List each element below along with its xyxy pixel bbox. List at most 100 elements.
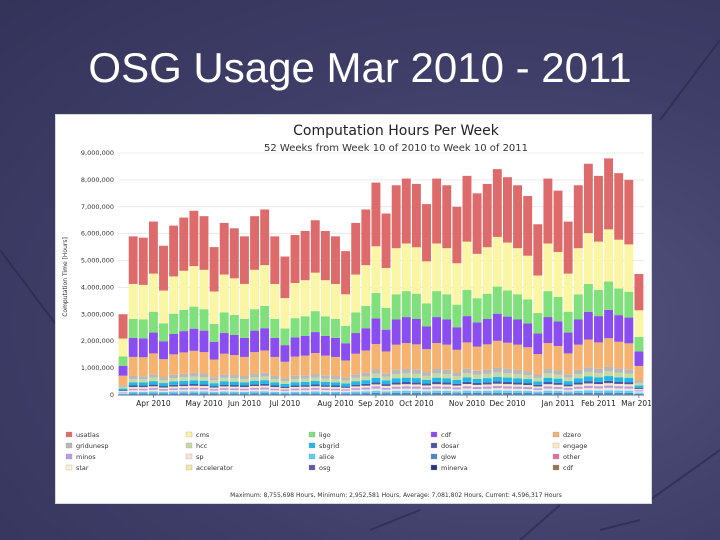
bar-segment-glow [573, 392, 583, 395]
week-bar [462, 175, 472, 395]
bar-segment-sp [118, 392, 128, 394]
bar-segment-ligo [462, 289, 472, 317]
bar-segment-gridunesp [280, 378, 290, 382]
bar-segment-dzero [280, 361, 290, 379]
bar-segment-gridunesp [543, 369, 553, 374]
bar-segment-gridunesp [148, 374, 158, 378]
bar-segment-cms [159, 290, 168, 324]
x-tick-label: Apr 2010 [136, 399, 171, 408]
legend-swatch [430, 431, 438, 438]
bar-segment-cms [320, 280, 330, 317]
bar-segment-hcc [290, 379, 300, 383]
bar-segment-gridunesp [310, 374, 320, 378]
bar-segment-minos [634, 390, 644, 392]
bar-segment-cms [482, 247, 492, 294]
bar-segment-dosar [118, 390, 128, 391]
bar-segment-gridunesp [381, 373, 391, 377]
bar-segment-dosar [179, 384, 189, 387]
bar-segment-cms [462, 241, 472, 290]
bar-segment-cdf [320, 335, 330, 356]
bar-segment-sbgrid [381, 380, 391, 385]
bar-segment-minos [219, 388, 229, 390]
week-bar [513, 185, 523, 395]
bar-segment-gridunesp [159, 377, 168, 381]
bar-segment-minos [553, 386, 563, 389]
bar-segment-alice [260, 391, 270, 394]
bar-segment-glow [128, 393, 138, 395]
chart-subtitle: 52 Weeks from Week 10 of 2010 to Week 10… [264, 143, 528, 154]
week-bar [492, 169, 502, 395]
bar-segment-cms [472, 253, 482, 299]
bar-segment-minos [411, 386, 421, 389]
bar-segment-cms [239, 283, 249, 319]
bar-segment-minos [381, 387, 391, 390]
bar-segment-engage [604, 383, 614, 386]
bar-segment-alice [169, 391, 179, 394]
y-tick-label: 8,000,000 [81, 176, 114, 184]
x-tick-label: Feb 2011 [581, 399, 616, 408]
bar-segment-sp [331, 390, 340, 392]
x-tick-label: Jan 2011 [540, 399, 574, 408]
bar-segment-minos [361, 387, 371, 390]
bar-segment-hcc [442, 374, 452, 379]
legend-swatch [65, 464, 73, 471]
x-ticks: Apr 2010 May 2010 Jun 2010 Jul 2010 Aug 2010… [136, 395, 657, 408]
bar-segment-gridunesp [341, 377, 351, 381]
bar-segment-alice [391, 390, 401, 393]
bar-segment-minos [280, 389, 290, 391]
bar-segment-glow [290, 393, 300, 395]
bar-segment-engage [118, 390, 128, 392]
bar-segment-dosar [270, 385, 280, 388]
bar-segment-sbgrid [422, 379, 431, 384]
bar-segment-ligo [432, 291, 442, 318]
legend-label: minerva [441, 464, 468, 472]
bar-segment-ligo [563, 311, 573, 333]
bar-segment-alice [219, 391, 229, 394]
bar-segment-cdf [128, 337, 138, 357]
bar-segment-gridunesp [563, 374, 573, 378]
bar-segment-cms [502, 242, 512, 291]
bar-segment-usatlas [411, 183, 421, 248]
bar-segment-dzero [341, 360, 351, 378]
bar-segment-cdf [583, 311, 593, 340]
bar-segment-dzero [351, 353, 361, 375]
bar-segment-dosar [432, 382, 442, 385]
bar-segment-engage [361, 385, 371, 388]
bar-segment-alice [614, 390, 624, 393]
bar-segment-ligo [219, 312, 229, 334]
bar-segment-glow [331, 393, 340, 395]
bar-segment-engage [341, 387, 351, 390]
bar-segment-ligo [199, 309, 209, 331]
bar-segment-usatlas [462, 175, 472, 242]
bar-segment-engage [260, 385, 270, 388]
bar-segment-dosar [563, 384, 573, 387]
bar-segment-usatlas [492, 169, 502, 237]
bar-segment-sbgrid [624, 377, 634, 383]
bar-segment-dzero [371, 344, 381, 370]
bar-segment-cdf [553, 321, 563, 346]
legend-swatch [308, 453, 316, 460]
bar-segment-sbgrid [361, 380, 371, 384]
bar-segment-alice [594, 390, 603, 393]
bar-segment-gridunesp [351, 374, 361, 378]
bar-segment-dosar [411, 382, 421, 385]
bar-segment-glow [219, 393, 229, 395]
bar-segment-hcc [604, 371, 614, 377]
bar-segment-glow [148, 393, 158, 395]
bar-segment-gridunesp [199, 373, 209, 378]
bar-segment-hcc [533, 377, 543, 382]
bar-segment-ligo [482, 293, 492, 320]
bar-segment-engage [300, 386, 310, 389]
bar-segment-cdf [543, 317, 553, 344]
bar-segment-hcc [553, 374, 563, 379]
x-tick-label: Mar 2011 [621, 399, 651, 408]
bar-segment-cms [533, 275, 543, 314]
bar-segment-engage [634, 388, 644, 391]
bar-segment-gridunesp [260, 372, 270, 377]
bar-segment-cdf [189, 328, 199, 351]
bar-segment-sbgrid [563, 381, 573, 385]
bar-segment-gridunesp [422, 372, 431, 376]
bar-segment-sp [290, 390, 300, 392]
week-bar [624, 179, 634, 395]
